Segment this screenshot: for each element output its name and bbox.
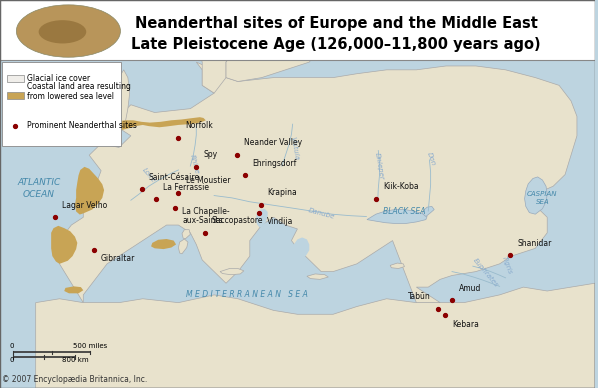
Text: Norfolk: Norfolk bbox=[185, 121, 213, 130]
Text: CASPIAN
SEA: CASPIAN SEA bbox=[527, 191, 558, 204]
Text: Kebara: Kebara bbox=[452, 320, 479, 329]
FancyBboxPatch shape bbox=[2, 62, 121, 146]
Text: 800 km: 800 km bbox=[62, 357, 89, 363]
Text: Rhine: Rhine bbox=[188, 154, 199, 175]
Text: Dnieper: Dnieper bbox=[374, 152, 385, 180]
Polygon shape bbox=[196, 0, 262, 93]
Text: Vistula: Vistula bbox=[289, 136, 300, 161]
Polygon shape bbox=[114, 70, 130, 132]
Text: Shanidar: Shanidar bbox=[517, 239, 552, 248]
Text: La Ferrassie: La Ferrassie bbox=[163, 183, 209, 192]
Text: Spy: Spy bbox=[203, 150, 218, 159]
Text: BLACK SEA: BLACK SEA bbox=[383, 206, 426, 216]
Polygon shape bbox=[238, 0, 309, 23]
Polygon shape bbox=[220, 268, 244, 275]
Polygon shape bbox=[24, 66, 47, 74]
Text: Tabūn: Tabūn bbox=[408, 292, 431, 301]
Text: Glacial ice cover: Glacial ice cover bbox=[28, 74, 90, 83]
Text: Ehringsdorf: Ehringsdorf bbox=[252, 159, 297, 168]
Polygon shape bbox=[112, 117, 206, 132]
Polygon shape bbox=[524, 177, 547, 214]
Text: Late Pleistocene Age (126,000–11,800 years ago): Late Pleistocene Age (126,000–11,800 yea… bbox=[131, 37, 541, 52]
Polygon shape bbox=[367, 210, 427, 223]
Polygon shape bbox=[390, 263, 404, 268]
Text: © 2007 Encyclopædia Britannica, Inc.: © 2007 Encyclopædia Britannica, Inc. bbox=[2, 375, 148, 384]
Text: Amud: Amud bbox=[459, 284, 481, 293]
Text: Saint-Césaire: Saint-Césaire bbox=[149, 173, 200, 182]
Text: Le Moustier: Le Moustier bbox=[185, 177, 230, 185]
Text: Prominent Neanderthal sites: Prominent Neanderthal sites bbox=[28, 121, 137, 130]
Text: Lagar Velho: Lagar Velho bbox=[62, 201, 107, 210]
Text: Gibraltar: Gibraltar bbox=[101, 255, 136, 263]
Text: Euphrates: Euphrates bbox=[472, 258, 499, 289]
Polygon shape bbox=[182, 230, 190, 239]
Polygon shape bbox=[226, 0, 321, 81]
Polygon shape bbox=[292, 237, 309, 260]
Polygon shape bbox=[75, 167, 104, 215]
Text: La Chapelle-
aux-Saints: La Chapelle- aux-Saints bbox=[182, 207, 230, 225]
Polygon shape bbox=[178, 239, 188, 254]
Polygon shape bbox=[95, 102, 106, 116]
Text: Neanderthal sites of Europe and the Middle East: Neanderthal sites of Europe and the Midd… bbox=[135, 16, 538, 31]
Text: Saccopastore: Saccopastore bbox=[212, 216, 263, 225]
Text: Loire: Loire bbox=[141, 167, 157, 184]
Polygon shape bbox=[36, 283, 595, 388]
Text: M E D I T E R R A N E A N   S E A: M E D I T E R R A N E A N S E A bbox=[186, 290, 308, 300]
Polygon shape bbox=[151, 239, 176, 249]
Text: 500 miles: 500 miles bbox=[74, 343, 108, 349]
FancyBboxPatch shape bbox=[7, 75, 24, 82]
Text: Coastal land area resulting
from lowered sea level: Coastal land area resulting from lowered… bbox=[28, 82, 131, 101]
Text: Krapina: Krapina bbox=[268, 188, 297, 197]
Ellipse shape bbox=[16, 5, 120, 57]
FancyBboxPatch shape bbox=[7, 92, 24, 99]
Polygon shape bbox=[226, 0, 285, 62]
Text: Vindija: Vindija bbox=[267, 217, 293, 226]
Text: Neander Valley: Neander Valley bbox=[244, 139, 302, 147]
Polygon shape bbox=[51, 226, 77, 264]
Ellipse shape bbox=[39, 20, 86, 43]
Polygon shape bbox=[422, 206, 434, 217]
Text: Kiik-Koba: Kiik-Koba bbox=[383, 182, 419, 191]
FancyBboxPatch shape bbox=[0, 0, 595, 60]
Text: ATLANTIC
OCEAN: ATLANTIC OCEAN bbox=[17, 178, 60, 199]
Polygon shape bbox=[64, 286, 83, 293]
Text: Tigris: Tigris bbox=[501, 255, 513, 275]
Polygon shape bbox=[307, 274, 328, 279]
Text: 0: 0 bbox=[10, 357, 14, 363]
Text: Danube: Danube bbox=[307, 207, 335, 220]
Polygon shape bbox=[166, 0, 274, 47]
Text: 0: 0 bbox=[10, 343, 14, 349]
Text: Don: Don bbox=[425, 151, 436, 167]
Polygon shape bbox=[256, 209, 268, 227]
Polygon shape bbox=[59, 62, 577, 303]
